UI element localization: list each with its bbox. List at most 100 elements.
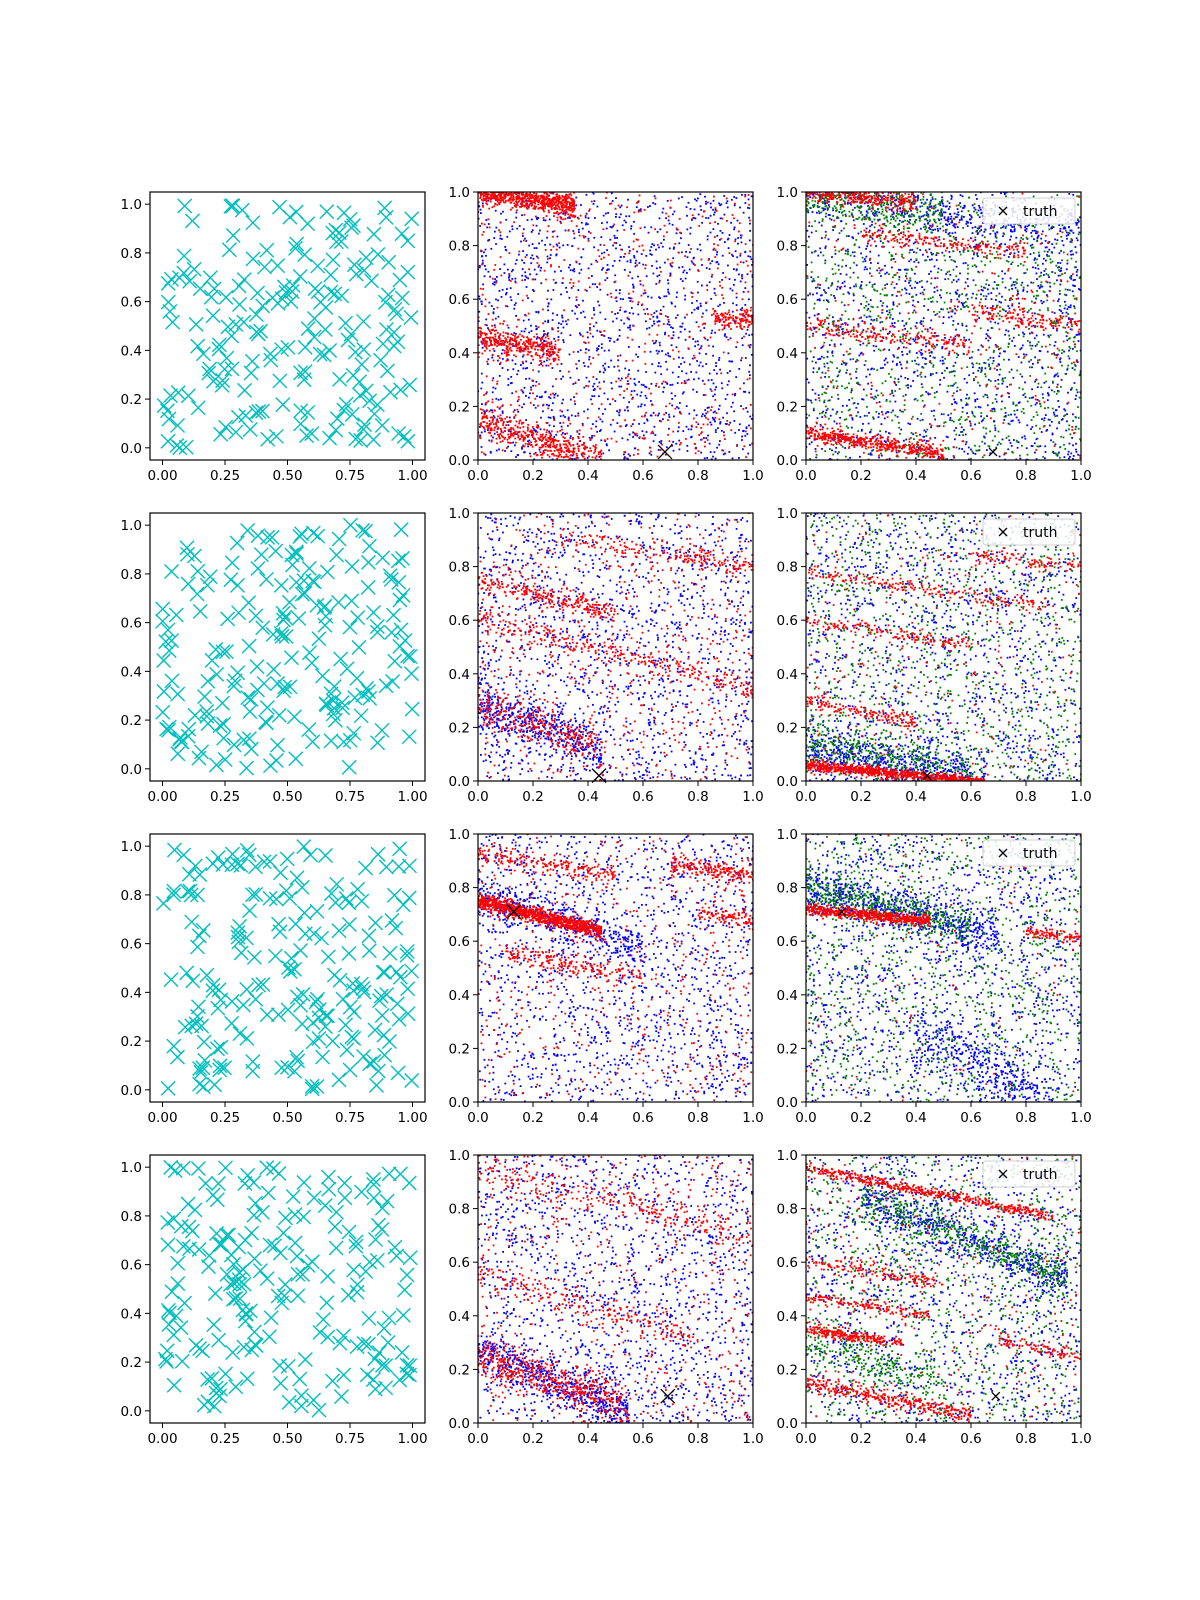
point — [581, 422, 584, 425]
point — [747, 315, 750, 318]
point — [845, 362, 848, 365]
point — [497, 199, 500, 201]
point — [568, 193, 571, 196]
point — [495, 338, 498, 341]
point — [568, 209, 571, 211]
point — [521, 196, 524, 199]
point — [528, 434, 530, 436]
point — [478, 332, 480, 334]
point — [703, 210, 706, 213]
point — [587, 365, 590, 368]
point — [967, 446, 970, 449]
point — [923, 288, 926, 291]
point — [857, 232, 860, 235]
point — [499, 199, 502, 202]
point — [692, 216, 695, 219]
point — [516, 227, 519, 230]
point — [532, 342, 535, 345]
point — [559, 453, 562, 456]
point — [489, 416, 492, 419]
point — [606, 277, 609, 279]
point — [649, 253, 652, 255]
point — [934, 243, 937, 246]
point — [659, 228, 662, 231]
point — [487, 337, 489, 339]
point — [574, 381, 577, 384]
point — [588, 210, 590, 212]
sample-point — [377, 200, 393, 216]
point — [514, 335, 516, 337]
point — [679, 411, 681, 413]
point — [540, 363, 542, 365]
point — [716, 253, 718, 256]
point — [562, 341, 565, 344]
point — [629, 259, 632, 262]
point — [613, 430, 616, 433]
point — [504, 337, 507, 340]
point — [545, 431, 548, 434]
sample-point — [358, 383, 374, 399]
point — [719, 318, 721, 321]
point — [1066, 323, 1069, 326]
point — [525, 395, 527, 397]
point — [548, 431, 551, 434]
point — [518, 225, 521, 227]
point — [672, 257, 675, 260]
point — [506, 358, 509, 361]
point — [720, 203, 723, 206]
point — [1032, 396, 1034, 399]
point — [839, 416, 841, 419]
point — [950, 218, 952, 220]
point — [541, 439, 543, 442]
point — [573, 447, 576, 450]
point — [860, 442, 863, 445]
point — [699, 193, 702, 196]
point — [1035, 334, 1038, 337]
point — [1048, 276, 1050, 278]
point — [1064, 409, 1067, 412]
point — [649, 205, 651, 207]
point — [735, 197, 738, 199]
point — [486, 226, 489, 229]
point — [565, 286, 567, 289]
point — [485, 202, 488, 205]
point — [584, 351, 587, 354]
point — [568, 201, 571, 204]
point — [549, 397, 552, 400]
sample-point — [323, 267, 339, 283]
point — [516, 347, 519, 350]
point — [487, 313, 490, 315]
point — [876, 269, 879, 272]
point — [900, 375, 902, 378]
point — [479, 196, 482, 199]
point — [537, 195, 540, 197]
point — [597, 353, 600, 356]
point — [531, 194, 534, 196]
point — [1069, 229, 1072, 232]
point — [491, 324, 493, 327]
point — [1053, 413, 1056, 416]
point — [705, 437, 708, 439]
point — [869, 453, 872, 456]
point — [914, 241, 917, 244]
point — [655, 340, 658, 342]
point — [501, 410, 504, 413]
point — [697, 377, 700, 380]
point — [862, 223, 865, 225]
point — [992, 360, 995, 362]
point — [606, 438, 609, 440]
point — [496, 442, 498, 445]
point — [955, 402, 958, 405]
point — [632, 325, 635, 327]
point — [502, 331, 505, 334]
point — [575, 452, 578, 455]
point — [523, 205, 526, 207]
point — [493, 432, 496, 435]
point — [600, 343, 603, 346]
point — [1054, 341, 1057, 343]
point — [655, 267, 658, 270]
point — [499, 237, 502, 240]
point — [562, 398, 564, 401]
point — [509, 419, 512, 422]
point — [573, 237, 576, 240]
